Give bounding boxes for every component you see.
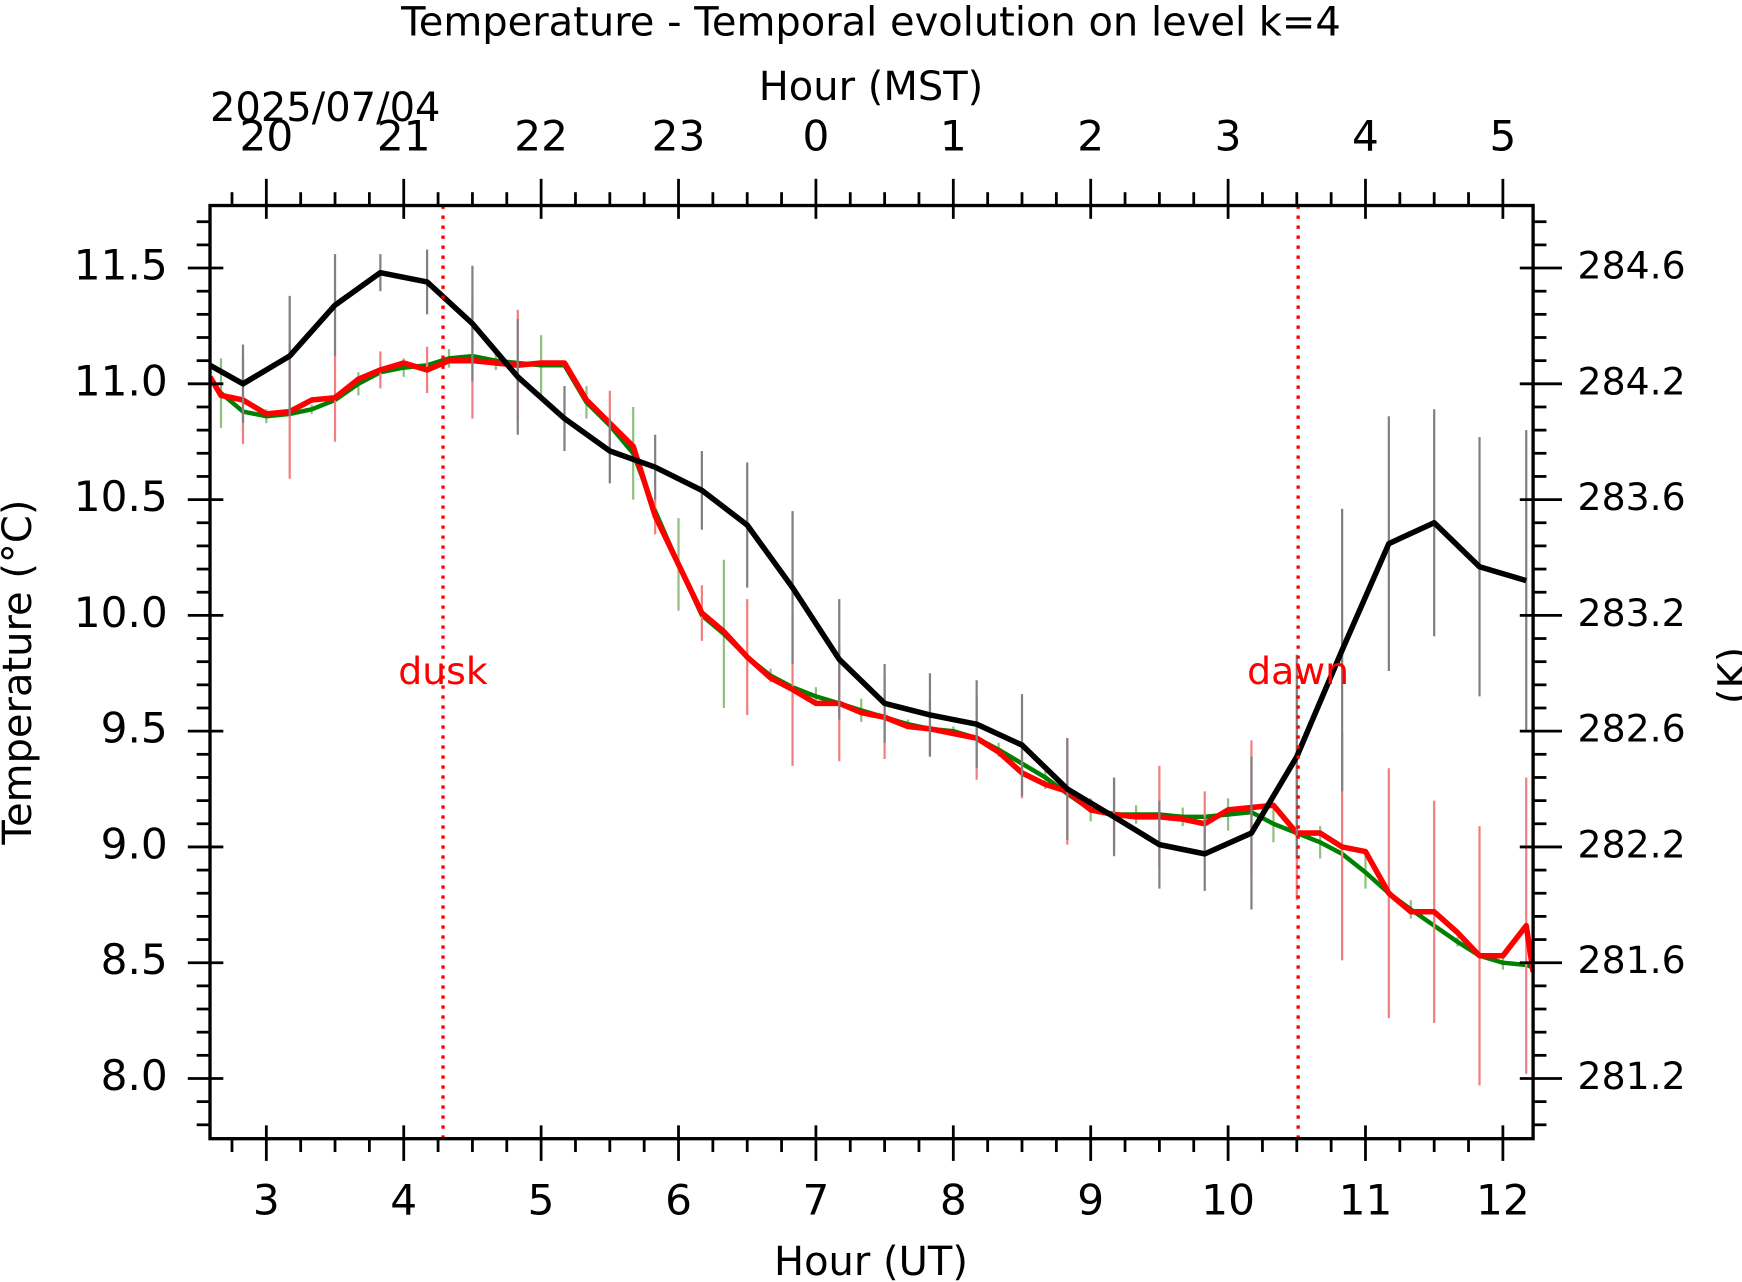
x2-tick-label: 22 xyxy=(514,111,568,160)
y-tick-label: 10.5 xyxy=(74,472,168,521)
x2-axis-label: Hour (MST) xyxy=(759,64,984,110)
x2-tick-label: 20 xyxy=(239,111,293,160)
x2-date: 2025/07/04 xyxy=(210,85,440,131)
x2-tick-label: 21 xyxy=(377,111,431,160)
chart-title: Temperature - Temporal evolution on leve… xyxy=(400,0,1341,45)
y2-tick-label: 281.2 xyxy=(1578,1054,1686,1098)
x2-tick-label: 0 xyxy=(802,111,829,160)
x2-tick-label: 3 xyxy=(1215,111,1242,160)
x-tick-label: 9 xyxy=(1077,1176,1104,1225)
x2-tick-label: 1 xyxy=(940,111,967,160)
data-line xyxy=(210,357,1534,973)
x2-tick-label: 2 xyxy=(1077,111,1104,160)
data-line xyxy=(210,269,1528,857)
y-tick-label: 10.0 xyxy=(74,588,168,637)
x2-tick-label: 4 xyxy=(1352,111,1379,160)
plot-area xyxy=(210,249,1534,1086)
y-axis-label: Temperature (°C) xyxy=(0,500,41,846)
y2-axis-label: (K) xyxy=(1710,647,1742,704)
x-tick-label: 5 xyxy=(528,1176,555,1225)
y-tick-label: 9.0 xyxy=(101,819,168,868)
x-tick-label: 8 xyxy=(940,1176,967,1225)
y2-tick-label: 283.2 xyxy=(1578,591,1686,635)
y2-tick-label: 281.6 xyxy=(1578,938,1686,982)
annotation-label: dusk xyxy=(398,649,488,693)
y-tick-label: 11.0 xyxy=(74,356,168,405)
x2-tick-label: 23 xyxy=(652,111,706,160)
annotation-label: dawn xyxy=(1247,649,1349,693)
y2-tick-label: 284.2 xyxy=(1578,359,1686,403)
x-axis-label: Hour (UT) xyxy=(774,1239,968,1282)
y2-tick-label: 282.6 xyxy=(1578,707,1686,751)
y-tick-label: 9.5 xyxy=(101,704,168,753)
y2-tick-label: 284.6 xyxy=(1578,244,1686,288)
x-tick-label: 10 xyxy=(1201,1176,1255,1225)
x-tick-label: 3 xyxy=(253,1176,280,1225)
plot-frame xyxy=(208,203,1535,1141)
x-tick-label: 11 xyxy=(1339,1176,1393,1225)
y-tick-label: 8.0 xyxy=(101,1051,168,1100)
x-tick-label: 6 xyxy=(665,1176,692,1225)
x-tick-label: 7 xyxy=(802,1176,829,1225)
x-tick-label: 4 xyxy=(390,1176,417,1225)
x-tick-label: 12 xyxy=(1476,1176,1530,1225)
x2-tick-label: 5 xyxy=(1489,111,1516,160)
y-tick-label: 11.5 xyxy=(74,241,168,290)
y-tick-label: 8.5 xyxy=(101,935,168,984)
y2-tick-label: 283.6 xyxy=(1578,475,1686,519)
y2-tick-label: 282.2 xyxy=(1578,822,1686,866)
